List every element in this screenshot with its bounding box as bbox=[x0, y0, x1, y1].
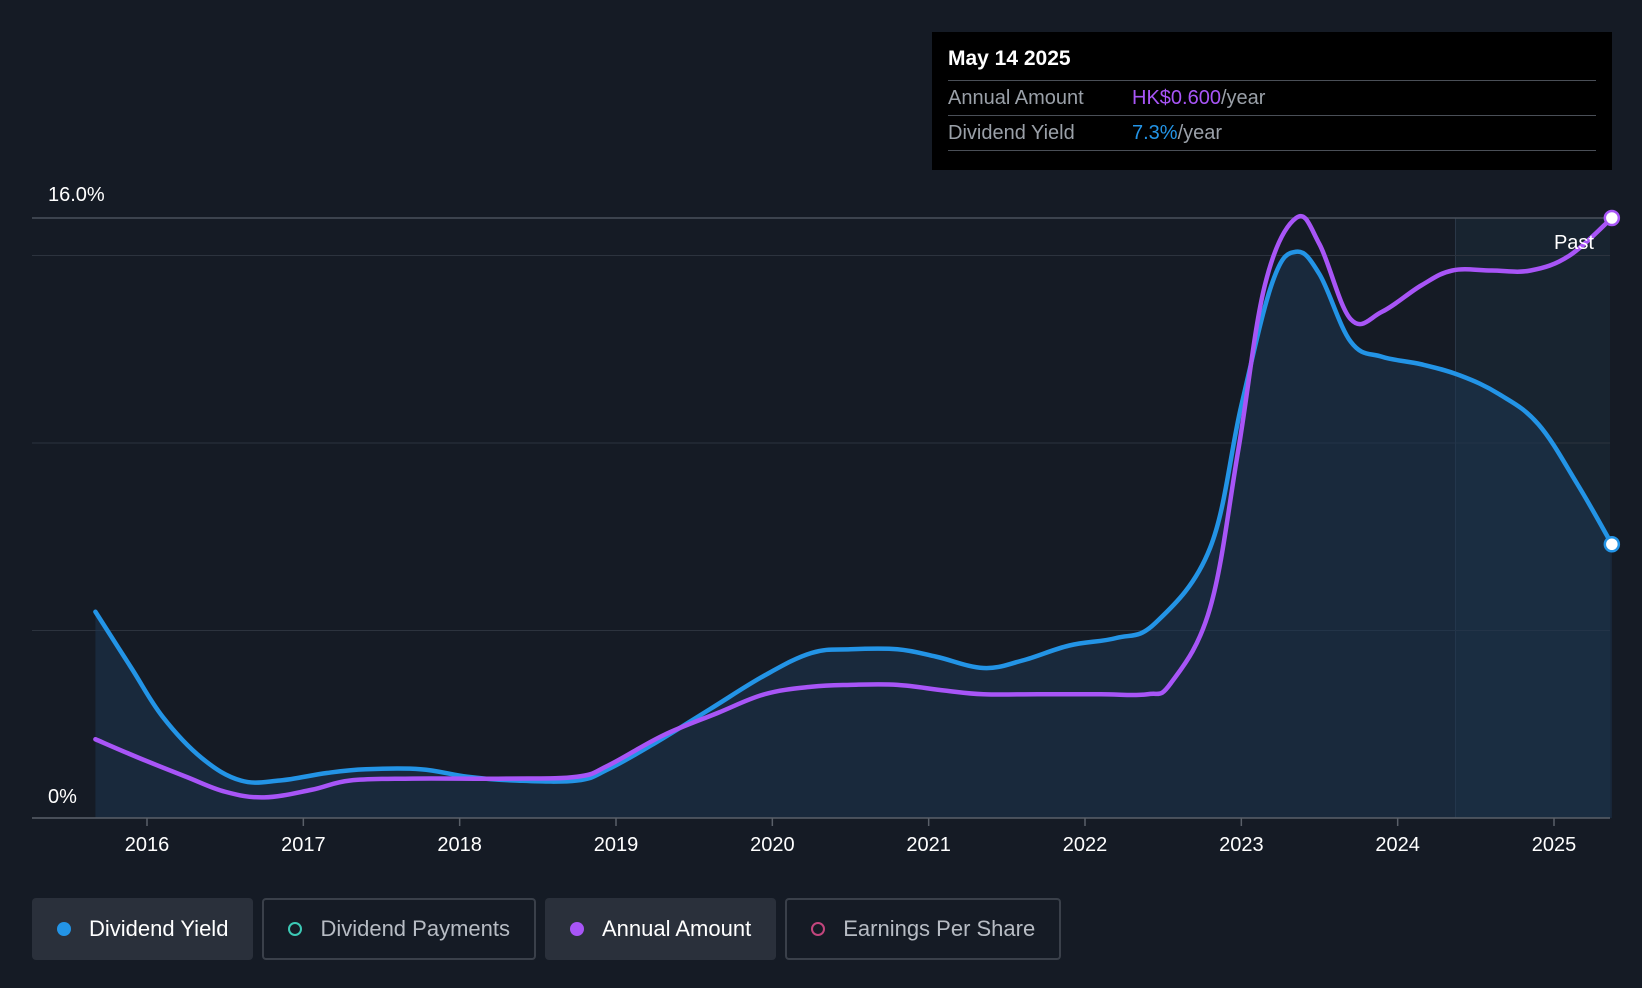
x-axis-ticks: 2016 2017 2018 2019 2020 2021 2022 2023 2024 2025 bbox=[125, 818, 1577, 856]
tooltip-label: Dividend Yield bbox=[948, 122, 1075, 144]
tooltip-suffix: /year bbox=[1177, 122, 1223, 144]
x-tick-label: 2023 bbox=[1219, 834, 1264, 856]
tooltip-value: 7.3% bbox=[1132, 122, 1178, 144]
legend-label: Dividend Payments bbox=[320, 916, 510, 941]
tooltip: May 14 2025 Annual Amount HK$0.600/year … bbox=[932, 32, 1612, 170]
legend-item-dividend-payments[interactable]: Dividend Payments bbox=[262, 898, 536, 960]
end-markers bbox=[1603, 209, 1621, 553]
x-tick-label: 2025 bbox=[1532, 834, 1577, 856]
x-tick-label: 2019 bbox=[594, 834, 639, 856]
legend-item-dividend-yield[interactable]: Dividend Yield bbox=[32, 898, 254, 960]
end-marker-dividend-yield bbox=[1603, 536, 1621, 553]
tooltip-value: HK$0.600 bbox=[1132, 87, 1221, 109]
series-lines bbox=[93, 214, 1615, 800]
series-line-annual-amount bbox=[93, 214, 1615, 800]
series-line-dividend-yield bbox=[93, 249, 1615, 785]
tooltip-date: May 14 2025 bbox=[948, 47, 1071, 70]
x-tick-label: 2020 bbox=[750, 834, 795, 856]
dividend-chart: 2016 2017 2018 2019 2020 2021 2022 2023 2024 2025… bbox=[32, 184, 1621, 856]
tooltip-row-annual-amount: Annual Amount HK$0.600/year bbox=[948, 80, 1596, 115]
legend-label: Dividend Yield bbox=[89, 916, 229, 941]
legend-item-annual-amount[interactable]: Annual Amount bbox=[544, 898, 777, 960]
x-tick-label: 2018 bbox=[437, 834, 482, 856]
legend-dot-icon bbox=[569, 922, 584, 936]
past-label: Past bbox=[1554, 232, 1594, 254]
x-tick-label: 2022 bbox=[1063, 834, 1108, 856]
legend-label: Annual Amount bbox=[601, 916, 752, 941]
x-tick-label: 2021 bbox=[906, 834, 951, 856]
legend-dot-icon bbox=[57, 922, 71, 936]
legend-dot-icon bbox=[288, 922, 303, 936]
legend: Dividend Yield Dividend Payments Annual … bbox=[32, 898, 1062, 960]
legend-item-earnings-per-share[interactable]: Earnings Per Share bbox=[785, 898, 1062, 960]
x-tick-label: 2024 bbox=[1375, 834, 1420, 856]
y-axis-label-max: 16.0% bbox=[48, 184, 105, 206]
x-tick-label: 2017 bbox=[281, 834, 326, 856]
legend-label: Earnings Per Share bbox=[843, 916, 1036, 941]
y-axis-label-min: 0% bbox=[48, 786, 77, 808]
dividend-yield-area bbox=[95, 251, 1612, 819]
legend-dot-icon bbox=[811, 922, 826, 936]
x-tick-label: 2016 bbox=[125, 834, 170, 856]
tooltip-row-dividend-yield: Dividend Yield 7.3%/year bbox=[948, 115, 1596, 151]
tooltip-label: Annual Amount bbox=[948, 87, 1084, 109]
end-marker-annual-amount bbox=[1603, 209, 1621, 227]
tooltip-suffix: /year bbox=[1220, 87, 1266, 109]
